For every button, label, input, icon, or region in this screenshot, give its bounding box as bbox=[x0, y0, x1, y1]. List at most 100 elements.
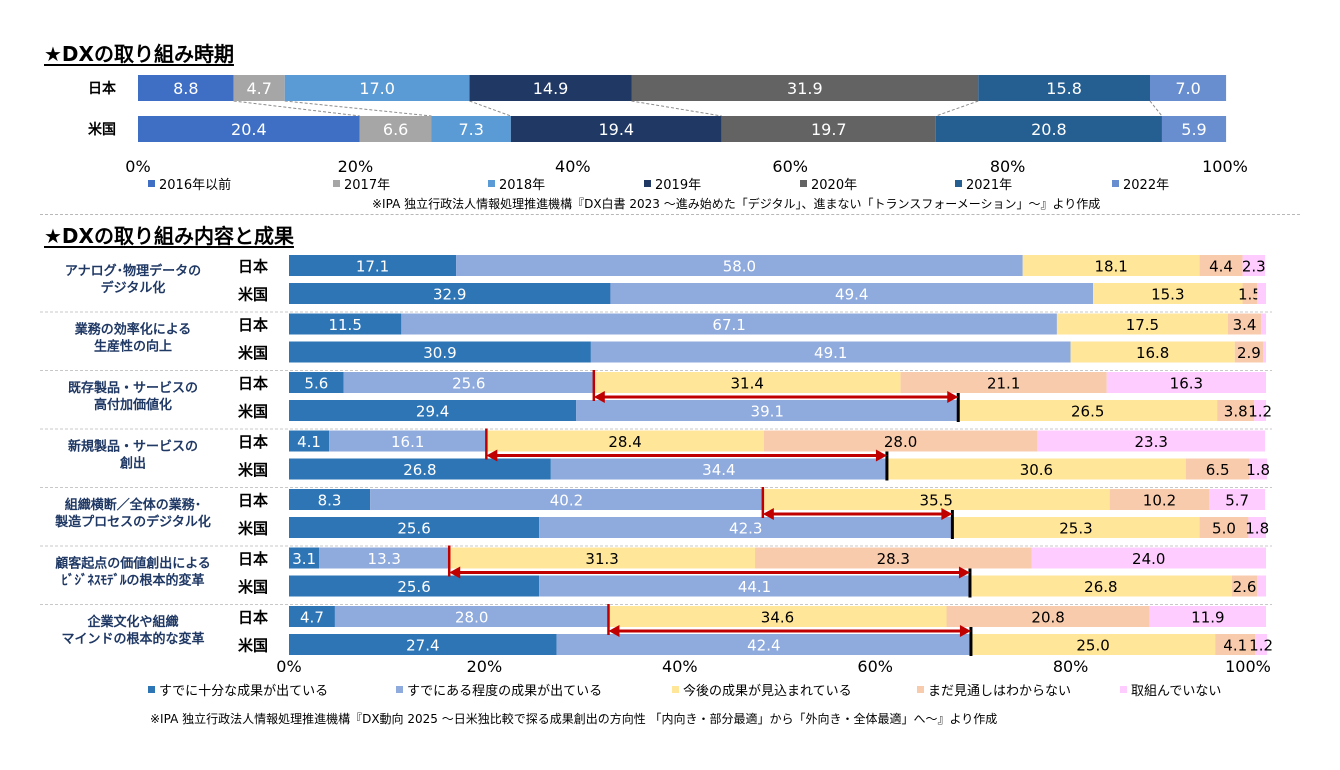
chart2-gap-arrow-head-right bbox=[941, 508, 953, 520]
chart2-data-label: 11.5 bbox=[328, 316, 361, 334]
chart2-data-label: 31.4 bbox=[731, 375, 764, 393]
chart2-bar-segment bbox=[289, 517, 540, 538]
chart2-data-label: 49.4 bbox=[835, 286, 868, 304]
chart1-legend-swatch bbox=[148, 180, 155, 187]
chart1-connector-line bbox=[233, 100, 360, 117]
chart1-legend-label: 2019年 bbox=[655, 178, 701, 193]
chart2-data-label: 32.9 bbox=[433, 286, 466, 304]
chart1-data-label: 6.6 bbox=[383, 120, 408, 139]
chart2-data-label: 30.6 bbox=[1020, 461, 1053, 479]
chart2-bar-segment bbox=[970, 634, 1216, 655]
chart2-bar-segment bbox=[289, 634, 557, 655]
chart2-country-label: 米国 bbox=[238, 637, 268, 655]
chart2-country-label: 米国 bbox=[238, 403, 268, 421]
chart1-bar-segment bbox=[721, 116, 936, 142]
chart2-tick-label: 20% bbox=[467, 657, 503, 676]
chart1-bar-segment bbox=[510, 116, 722, 142]
chart2-bar-segment bbox=[1106, 372, 1266, 393]
chart1-data-label: 8.8 bbox=[173, 79, 198, 98]
chart2-bar-segment bbox=[946, 606, 1150, 627]
chart2-data-label: 42.3 bbox=[729, 520, 762, 538]
chart1-bar-segment bbox=[978, 75, 1150, 101]
chart2-gap-arrow-head-left bbox=[608, 625, 620, 637]
chart2-data-label: 4.7 bbox=[300, 609, 324, 627]
chart2-data-label: 1.2 bbox=[1249, 637, 1273, 655]
chart2-data-label: 26.8 bbox=[403, 461, 436, 479]
chart2-data-label: 25.3 bbox=[1059, 520, 1092, 538]
chart2-data-label: 4.1 bbox=[297, 433, 321, 451]
chart2-group-label: 既存製品・サービスの bbox=[68, 380, 198, 396]
chart2-data-label: 3.1 bbox=[292, 550, 316, 568]
chart2-country-label: 日本 bbox=[238, 609, 268, 627]
chart2-bar-segment bbox=[610, 283, 1094, 304]
chart2-data-label: 39.1 bbox=[751, 403, 784, 421]
chart2-legend-label: 取組んでいない bbox=[1131, 684, 1221, 699]
chart1-connector-line bbox=[631, 100, 722, 117]
chart2-group-label: ﾋﾞｼﾞﾈｽﾓﾃﾞﾙの根本的変革 bbox=[61, 573, 204, 589]
chart2-data-label: 25.0 bbox=[1076, 637, 1109, 655]
chart2-bar-segment bbox=[593, 372, 901, 393]
chart1-bar-segment bbox=[1161, 116, 1227, 142]
chart2-gap-arrow-head-left bbox=[486, 449, 498, 462]
chart2-data-label: 17.1 bbox=[356, 258, 389, 276]
chart2-legend-label: 今後の成果が見込まれている bbox=[683, 683, 852, 699]
chart1-data-label: 31.9 bbox=[787, 79, 823, 98]
chart2-country-label: 日本 bbox=[238, 258, 268, 276]
chart2-group-label: 製造プロセスのデジタル化 bbox=[54, 514, 211, 530]
chart2-country-label: 日本 bbox=[238, 492, 268, 510]
chart1-tick-label: 40% bbox=[555, 157, 591, 176]
chart2-source-note: ※IPA 独立行政法人情報処理推進機構『DX動向 2025 ～日米独比較で探る成… bbox=[150, 712, 998, 726]
chart1-bar-segment bbox=[284, 75, 470, 101]
chart2-data-label: 24.0 bbox=[1132, 550, 1165, 568]
chart2-bar-segment bbox=[456, 255, 1023, 276]
chart2-group-label: 生産性の向上 bbox=[94, 339, 172, 355]
chart2-bar-segment bbox=[1242, 255, 1266, 276]
chart1-legend-label: 2017年 bbox=[344, 178, 390, 193]
chart1-connector-line bbox=[284, 100, 432, 117]
chart1-tick-label: 100% bbox=[1202, 157, 1248, 176]
chart2-group-label: 顧客起点の価値創出による bbox=[55, 556, 211, 572]
chart1-connector-line bbox=[1149, 100, 1163, 117]
chart2-tick-label: 100% bbox=[1225, 657, 1271, 676]
chart2-legend-label: すでに十分な成果が出ている bbox=[159, 684, 328, 699]
chart2-bar-segment bbox=[1109, 489, 1210, 510]
chart1-row-label: 米国 bbox=[88, 121, 116, 138]
chart2-bar-segment bbox=[401, 313, 1057, 335]
chart2-bar-segment bbox=[289, 313, 402, 335]
chart1-data-label: 19.7 bbox=[811, 120, 847, 139]
chart2-data-label: 10.2 bbox=[1143, 492, 1176, 510]
chart2-data-label: 15.3 bbox=[1151, 286, 1184, 304]
chart2-data-label: 21.1 bbox=[987, 375, 1020, 393]
chart2-data-label: 34.4 bbox=[702, 461, 735, 479]
chart2-legend-label: すでにある程度の成果が出ている bbox=[407, 683, 602, 699]
chart1-bar-segment bbox=[138, 116, 360, 142]
chart1-row-label: 日本 bbox=[88, 80, 117, 97]
chart2-country-label: 日本 bbox=[238, 316, 268, 334]
chart2-bar-segment bbox=[958, 400, 1218, 421]
chart2-data-label: 11.9 bbox=[1191, 609, 1224, 627]
chart2-legend-swatch bbox=[917, 686, 924, 693]
chart2-bar-segment bbox=[1249, 458, 1267, 480]
chart2-data-label: 1.8 bbox=[1245, 520, 1269, 538]
chart2-data-label: 13.3 bbox=[368, 550, 401, 568]
chart1-tick-label: 0% bbox=[125, 157, 150, 176]
chart1-bar-segment bbox=[233, 75, 285, 101]
chart2-bar-segment bbox=[1056, 313, 1228, 335]
chart1-data-label: 14.9 bbox=[533, 79, 569, 98]
chart2-bar-segment bbox=[1031, 547, 1266, 569]
chart2-bar-segment bbox=[289, 458, 551, 480]
chart2-bar-segment bbox=[539, 575, 970, 597]
chart2-bar-segment bbox=[1254, 400, 1266, 421]
chart2-tick-label: 60% bbox=[857, 657, 893, 676]
chart2-bar-segment bbox=[1093, 283, 1243, 304]
chart2-bar-segment bbox=[289, 547, 320, 569]
chart2-data-label: 17.5 bbox=[1126, 316, 1159, 334]
chart2-bar-segment bbox=[334, 606, 609, 627]
chart2-gap-arrow-head-right bbox=[875, 449, 887, 462]
chart2-bar-segment bbox=[608, 606, 947, 627]
chart2-data-label: 25.6 bbox=[397, 520, 430, 538]
chart1-legend-swatch bbox=[955, 180, 962, 187]
chart2-data-label: 67.1 bbox=[712, 316, 745, 334]
chart2-data-label: 28.0 bbox=[455, 609, 488, 627]
